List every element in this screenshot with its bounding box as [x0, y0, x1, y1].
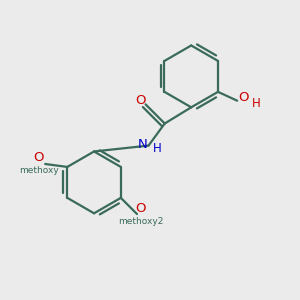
Text: H: H: [252, 97, 261, 110]
Text: methoxy: methoxy: [19, 166, 58, 175]
Text: methoxy2: methoxy2: [118, 217, 163, 226]
Text: O: O: [135, 202, 146, 215]
Text: H: H: [152, 142, 161, 155]
Text: N: N: [137, 138, 147, 151]
Text: O: O: [34, 151, 44, 164]
Text: O: O: [238, 91, 249, 104]
Text: O: O: [135, 94, 146, 107]
